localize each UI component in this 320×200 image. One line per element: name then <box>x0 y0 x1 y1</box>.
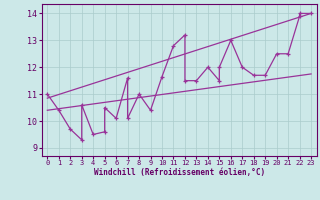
X-axis label: Windchill (Refroidissement éolien,°C): Windchill (Refroidissement éolien,°C) <box>94 168 265 177</box>
